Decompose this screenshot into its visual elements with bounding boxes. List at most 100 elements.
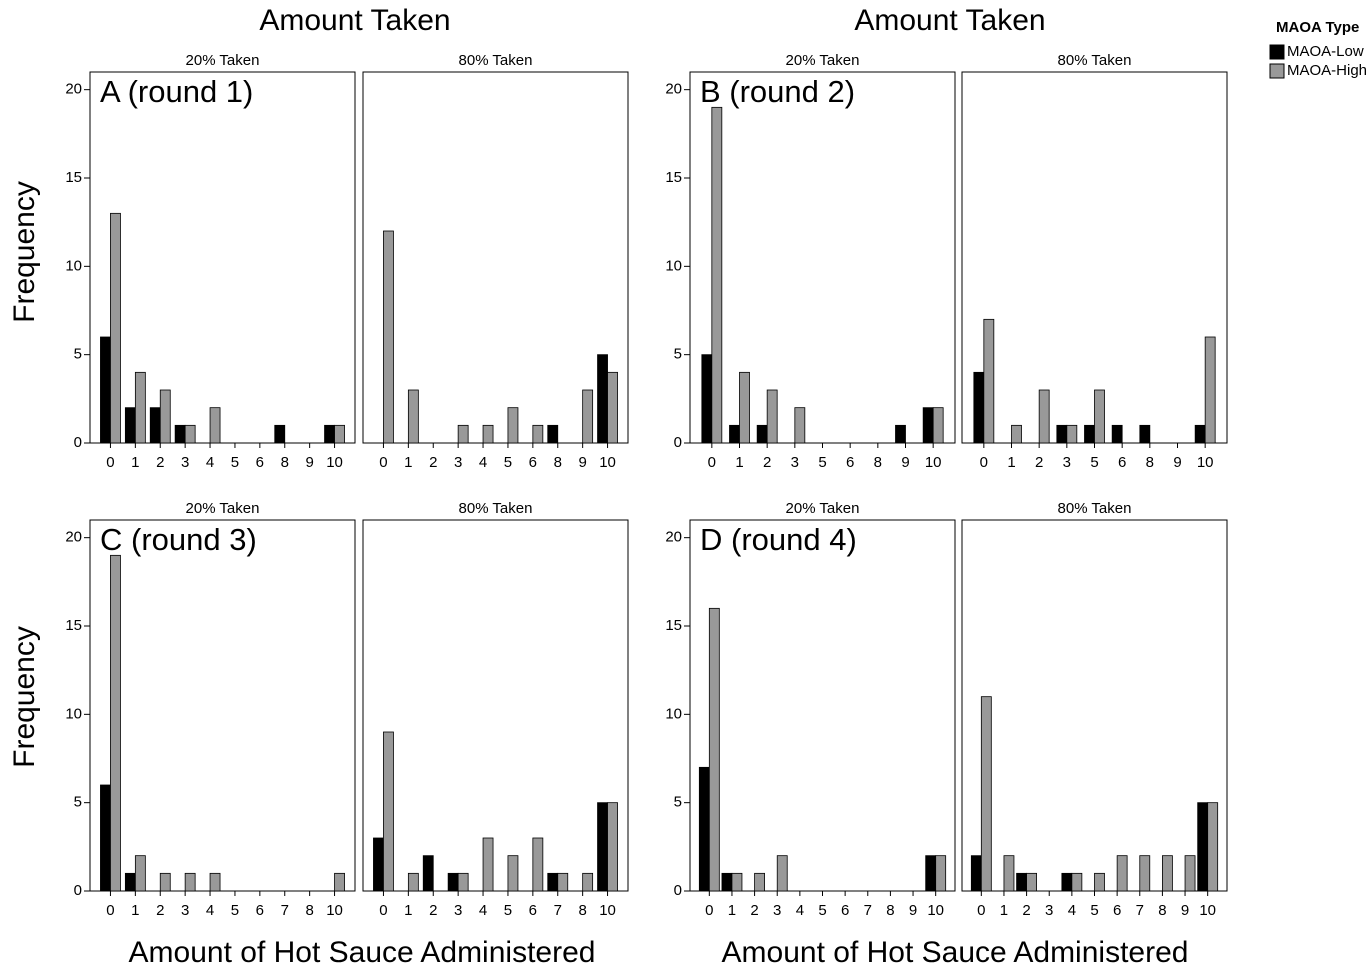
bar	[925, 855, 937, 892]
bar	[582, 389, 594, 444]
bar	[547, 872, 559, 892]
y-tick-label: 5	[674, 794, 682, 811]
plot-frame	[689, 71, 956, 444]
y-tick-label: 5	[674, 346, 682, 363]
bar	[1184, 855, 1196, 892]
bar	[754, 872, 765, 892]
bar	[1016, 872, 1027, 892]
bar	[334, 424, 345, 444]
x-tick-label: 0	[977, 902, 985, 919]
x-tick-label: 4	[796, 902, 804, 919]
bar	[1011, 424, 1022, 444]
bar	[184, 872, 196, 892]
bar	[507, 855, 519, 892]
x-tick-label: 1	[1000, 902, 1008, 919]
bar	[124, 872, 136, 892]
x-tick-label: 0	[980, 454, 988, 471]
bar	[422, 855, 434, 892]
bar	[597, 354, 608, 444]
x-tick-label: 1	[131, 454, 139, 471]
x-tick-label: 4	[1068, 902, 1076, 919]
x-tick-label: 10	[1197, 454, 1214, 471]
bar	[731, 872, 743, 892]
x-tick-label: 6	[256, 902, 264, 919]
panel-subtitle: 80% Taken	[1058, 500, 1132, 517]
x-tick-label: 6	[1118, 454, 1126, 471]
y-tick-label: 20	[665, 81, 682, 98]
bar	[1111, 424, 1123, 444]
x-tick-label: 10	[927, 902, 944, 919]
x-tick-label: 8	[281, 454, 289, 471]
x-tick-label: 3	[181, 454, 189, 471]
bar	[1071, 872, 1083, 892]
bar	[721, 872, 733, 892]
y-tick-label: 0	[674, 882, 682, 899]
bar	[1116, 855, 1128, 892]
x-tick-label: 4	[479, 902, 487, 919]
panel-label: A (round 1)	[100, 74, 253, 109]
plot-frame	[89, 519, 356, 892]
y-tick-label: 0	[74, 434, 82, 451]
x-tick-label: 1	[404, 902, 412, 919]
x-tick-label: 10	[1199, 902, 1216, 919]
bar	[134, 855, 146, 892]
x-tick-label: 1	[735, 454, 743, 471]
x-tick-label: 0	[379, 902, 387, 919]
bar	[1066, 424, 1078, 444]
bar	[334, 872, 345, 892]
x-tick-label: 2	[156, 454, 164, 471]
x-tick-label: 3	[791, 454, 799, 471]
bar	[776, 855, 788, 892]
bar	[110, 212, 121, 444]
plot-frame	[689, 519, 956, 892]
x-tick-label: 7	[554, 902, 562, 919]
x-tick-label: 2	[750, 902, 758, 919]
legend-label: MAOA-High	[1287, 62, 1367, 79]
bar	[935, 855, 947, 892]
x-axis-label: Amount of Hot Sauce Administered	[722, 936, 1189, 969]
y-tick-label: 10	[665, 705, 682, 722]
bar	[794, 407, 806, 444]
x-tick-label: 2	[763, 454, 771, 471]
y-tick-label: 5	[74, 346, 82, 363]
y-tick-label: 15	[65, 617, 82, 634]
bar	[1139, 424, 1151, 444]
x-tick-label: 0	[705, 902, 713, 919]
plot-frame	[362, 519, 629, 892]
y-tick-label: 10	[665, 257, 682, 274]
bar	[1094, 872, 1105, 892]
x-tick-label: 3	[181, 902, 189, 919]
x-tick-label: 8	[554, 454, 562, 471]
x-tick-label: 6	[1113, 902, 1121, 919]
x-tick-label: 2	[429, 902, 437, 919]
x-tick-label: 9	[909, 902, 917, 919]
bar	[447, 872, 459, 892]
x-tick-label: 5	[504, 454, 512, 471]
bar	[532, 837, 544, 892]
bar	[532, 424, 544, 444]
x-tick-label: 6	[256, 454, 264, 471]
x-tick-label: 7	[864, 902, 872, 919]
x-tick-label: 5	[504, 902, 512, 919]
bar	[482, 424, 494, 444]
bar	[1056, 424, 1068, 444]
x-tick-label: 1	[131, 902, 139, 919]
x-tick-label: 5	[1090, 454, 1098, 471]
bar	[482, 837, 494, 892]
x-tick-label: 10	[326, 454, 343, 471]
y-tick-label: 0	[74, 882, 82, 899]
bar	[756, 424, 768, 444]
x-tick-label: 8	[874, 454, 882, 471]
x-tick-label: 2	[156, 902, 164, 919]
x-tick-label: 9	[578, 454, 586, 471]
plot-frame	[961, 519, 1228, 892]
bar	[407, 872, 419, 892]
y-tick-label: 15	[65, 169, 82, 186]
x-tick-label: 3	[773, 902, 781, 919]
x-tick-label: 10	[599, 902, 616, 919]
y-axis-label: Frequency	[8, 181, 41, 323]
bar	[597, 802, 608, 892]
bar	[983, 318, 995, 444]
x-tick-label: 8	[1146, 454, 1154, 471]
x-tick-label: 4	[206, 454, 214, 471]
